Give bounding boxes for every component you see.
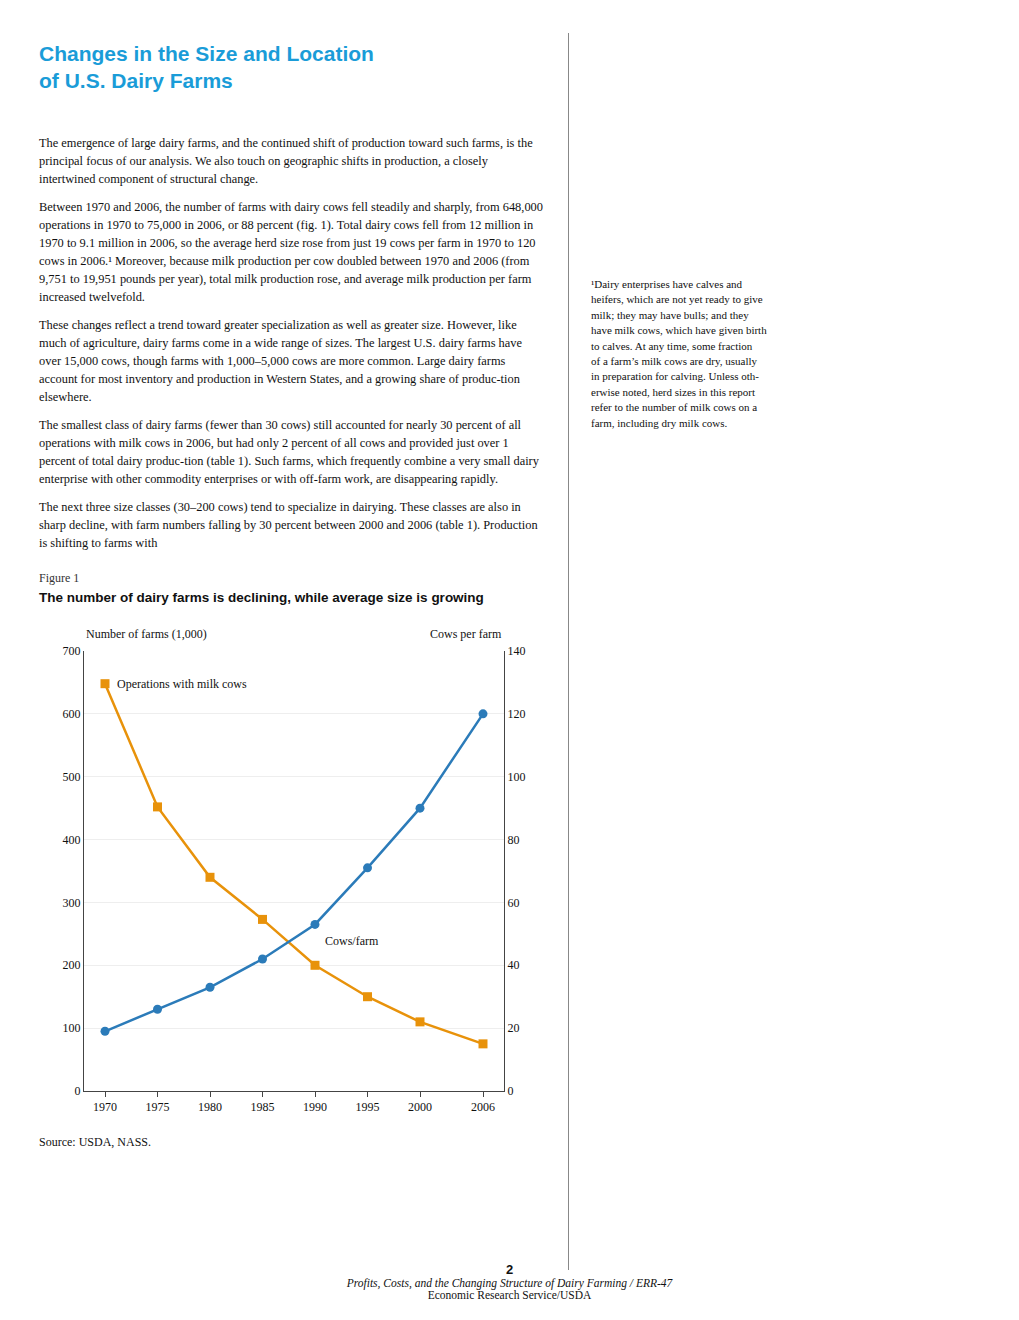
html-text:Economic Research Service/USDA: Economic Research Service/USDA: [427, 1289, 592, 1301]
svg-text:0: 0: [507, 1084, 513, 1098]
html-text:Changes in the Size and Locati: Changes in the Size and Location: [39, 42, 374, 65]
svg-text:Cows per farm: Cows per farm: [430, 627, 502, 641]
svg-text:Operations with milk cows: Operations with milk cows: [117, 677, 247, 691]
html-text:The next three size classes (3: The next three size classes (30–200 cows…: [39, 499, 538, 550]
html-text:Figure 1: Figure 1: [39, 570, 80, 585]
svg-text:600: 600: [63, 707, 81, 721]
html-text:The number of dairy farms is d: The number of dairy farms is declining, …: [39, 589, 484, 605]
svg-text:40: 40: [507, 958, 519, 972]
svg-text:400: 400: [63, 832, 81, 846]
html-text:Source: USDA, NASS.: Source: USDA, NASS.: [39, 1134, 151, 1149]
svg-text:1970: 1970: [93, 1100, 117, 1114]
svg-text:1985: 1985: [251, 1100, 275, 1114]
svg-text:500: 500: [63, 770, 81, 784]
svg-text:100: 100: [507, 770, 525, 784]
svg-text:200: 200: [63, 958, 81, 972]
html-text:¹Dairy enterprises have calves: ¹Dairy enterprises have calves and heife…: [591, 278, 767, 429]
svg-text:20: 20: [507, 1021, 519, 1035]
svg-text:700: 700: [63, 644, 81, 658]
html-text:Profits, Costs, and the Changi: Profits, Costs, and the Changing Structu…: [346, 1277, 673, 1289]
svg-text:Number of farms (1,000): Number of farms (1,000): [86, 627, 207, 641]
svg-text:1975: 1975: [146, 1100, 170, 1114]
html-text:of U.S. Dairy Farms: of U.S. Dairy Farms: [39, 69, 233, 93]
html-text:The emergence of large dairy f: The emergence of large dairy farms, and …: [39, 136, 533, 186]
svg-text:1995: 1995: [356, 1100, 380, 1114]
svg-text:1980: 1980: [198, 1100, 222, 1114]
svg-text:2000: 2000: [408, 1100, 432, 1114]
svg-text:2006: 2006: [471, 1100, 495, 1114]
html-text:These changes reflect a trend: These changes reflect a trend toward gre…: [39, 317, 522, 404]
svg-text:100: 100: [63, 1021, 81, 1035]
svg-text:60: 60: [507, 895, 519, 909]
svg-text:300: 300: [63, 895, 81, 909]
svg-text:80: 80: [507, 832, 519, 846]
svg-text:Cows/farm: Cows/farm: [325, 934, 379, 948]
html-text:The smallest class of dairy fa: The smallest class of dairy farms (fewer…: [39, 417, 539, 486]
html-text:Between 1970 and 2006, the num: Between 1970 and 2006, the number of far…: [39, 200, 543, 304]
html-text:2: 2: [505, 1262, 514, 1277]
svg-text:0: 0: [75, 1084, 81, 1098]
svg-text:120: 120: [507, 707, 525, 721]
svg-text:1990: 1990: [303, 1100, 327, 1114]
svg-text:140: 140: [507, 644, 525, 658]
